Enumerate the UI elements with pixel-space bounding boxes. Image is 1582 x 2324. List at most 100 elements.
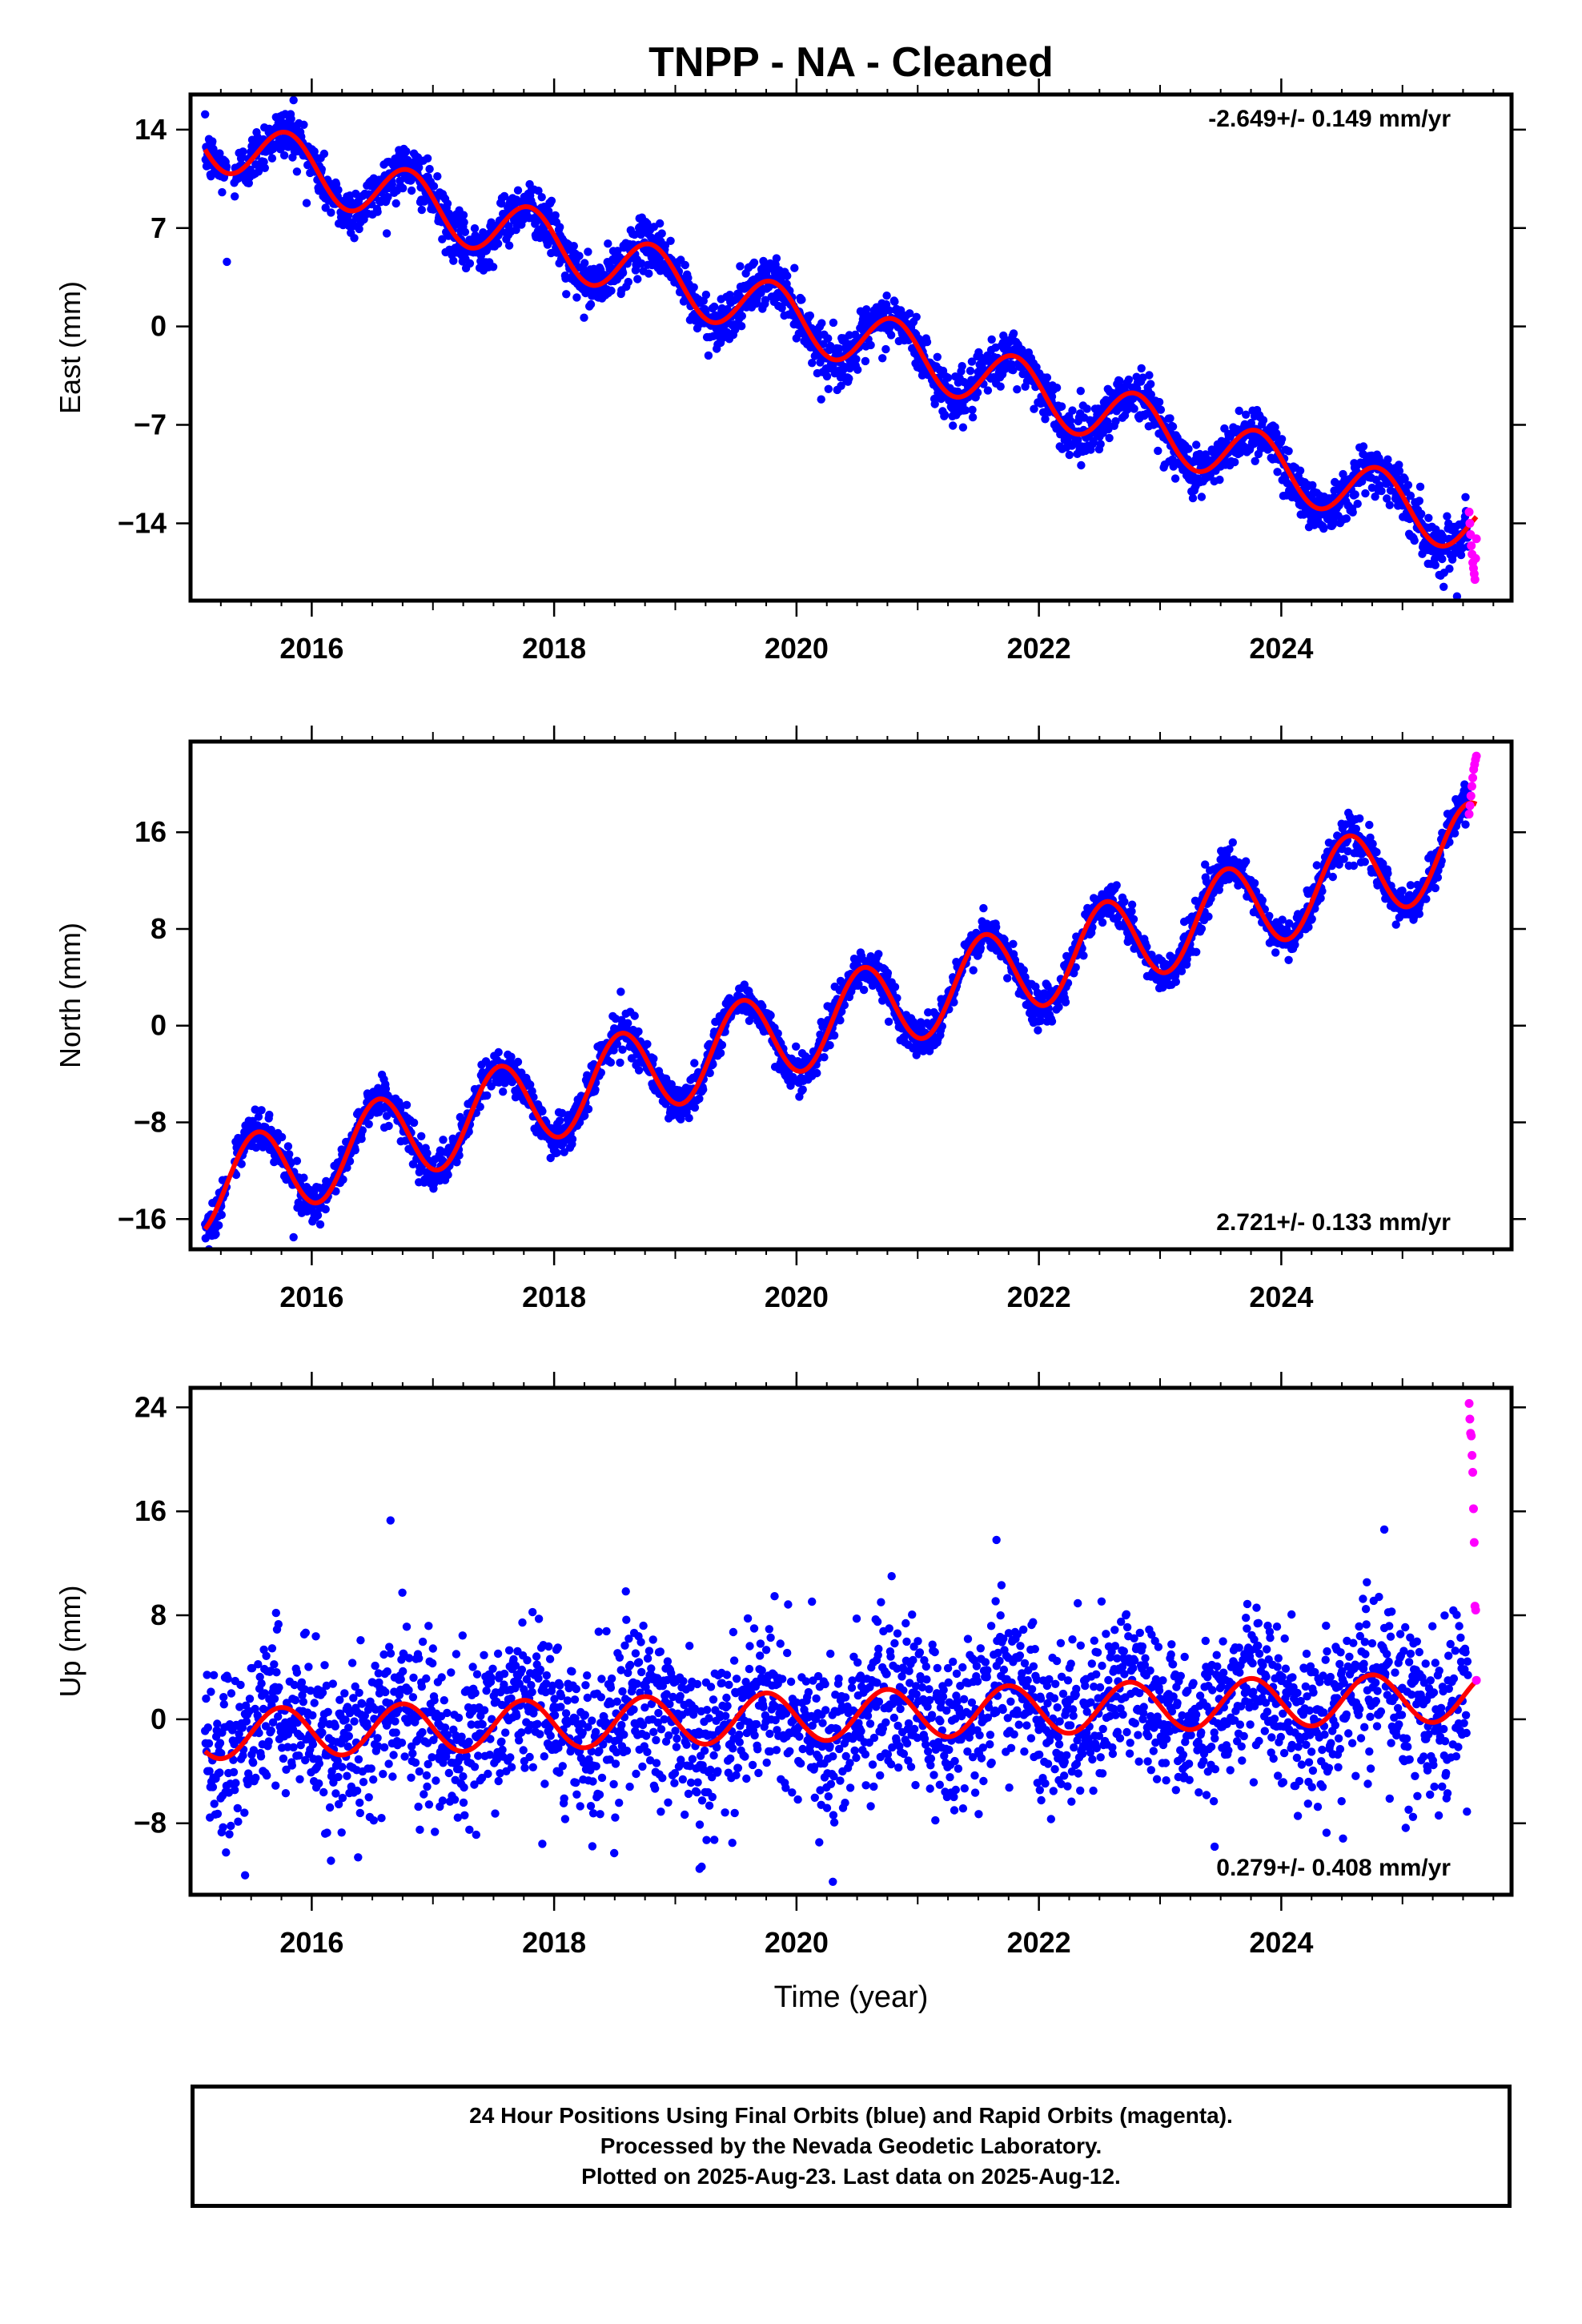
data-point — [1057, 402, 1066, 411]
data-point — [591, 1085, 600, 1095]
data-point — [1105, 433, 1114, 443]
data-point — [607, 286, 616, 296]
rapid-point — [1472, 534, 1481, 544]
data-point — [292, 1156, 302, 1165]
data-point — [345, 1156, 355, 1166]
data-point — [513, 1057, 523, 1067]
data-point — [265, 1110, 274, 1120]
data-point — [1395, 460, 1403, 469]
data-point — [1361, 489, 1370, 498]
data-point — [1052, 384, 1062, 392]
data-point — [1348, 508, 1357, 517]
data-point — [837, 1007, 846, 1016]
data-point — [818, 340, 828, 348]
data-point — [1359, 442, 1368, 451]
outlier-point — [1452, 592, 1462, 601]
data-point — [409, 1118, 419, 1128]
data-point — [493, 239, 503, 248]
data-point — [1250, 879, 1259, 888]
data-point — [417, 1132, 426, 1141]
data-point — [402, 1100, 412, 1110]
data-point — [1445, 565, 1454, 573]
data-point — [736, 262, 745, 271]
data-point — [808, 359, 817, 368]
data-point — [878, 354, 887, 363]
data-point — [783, 271, 792, 280]
data-point — [315, 1220, 325, 1229]
data-point — [1077, 460, 1086, 470]
data-point — [513, 186, 523, 195]
data-point — [954, 387, 962, 396]
data-point — [357, 1134, 366, 1144]
data-point — [930, 400, 939, 408]
data-point — [1291, 940, 1299, 950]
data-point — [1013, 385, 1022, 394]
data-point — [443, 199, 452, 208]
data-point — [460, 227, 470, 236]
data-point — [1342, 514, 1351, 523]
data-point — [1009, 366, 1018, 375]
data-point — [1410, 536, 1419, 545]
data-point — [1042, 373, 1052, 382]
data-point — [425, 164, 434, 174]
data-point — [737, 312, 746, 320]
data-point — [604, 239, 612, 248]
data-point — [797, 296, 806, 304]
data-point — [350, 234, 359, 243]
data-point — [433, 172, 442, 181]
data-point — [402, 147, 411, 156]
data-point — [382, 229, 391, 238]
data-point — [407, 186, 416, 195]
data-point — [1197, 924, 1207, 934]
data-point — [237, 1160, 246, 1168]
data-point — [560, 1148, 568, 1156]
data-point — [681, 260, 689, 270]
data-point — [1074, 436, 1082, 444]
data-point — [883, 968, 893, 978]
data-point — [231, 1170, 241, 1180]
data-point — [933, 352, 942, 361]
data-point — [1259, 416, 1268, 424]
data-point — [1120, 897, 1129, 907]
data-point — [1251, 456, 1259, 465]
data-point — [526, 1080, 535, 1089]
data-point — [772, 254, 781, 263]
y-tick-label: 14 — [135, 113, 167, 146]
data-point — [690, 1059, 699, 1068]
data-point — [1170, 474, 1180, 483]
data-point — [1295, 466, 1305, 475]
east-frame — [188, 92, 1514, 603]
data-point — [1383, 455, 1392, 464]
data-point — [251, 1143, 261, 1152]
data-point — [1192, 440, 1201, 449]
data-point — [1228, 838, 1238, 847]
data-point — [327, 208, 335, 217]
data-point — [705, 1068, 714, 1078]
data-point — [500, 191, 509, 201]
data-point — [1358, 477, 1367, 486]
data-point — [616, 1058, 624, 1068]
data-point — [643, 219, 652, 228]
data-point — [874, 950, 883, 959]
data-point — [1377, 486, 1386, 496]
data-point — [339, 1175, 347, 1184]
data-point — [1204, 912, 1213, 921]
data-point — [1215, 475, 1224, 485]
data-point — [813, 1068, 821, 1078]
data-point — [618, 268, 628, 277]
data-point — [302, 199, 311, 207]
data-point — [710, 302, 719, 312]
x-tick-label: 2018 — [522, 632, 586, 665]
data-point — [1417, 509, 1426, 518]
data-point — [666, 236, 675, 245]
east-fit-curve — [203, 129, 1479, 549]
data-point — [399, 183, 408, 193]
data-point — [881, 344, 890, 354]
data-point — [1415, 497, 1424, 505]
data-point — [717, 1040, 727, 1050]
data-point — [1367, 483, 1377, 493]
data-point — [387, 180, 396, 189]
data-point — [861, 356, 870, 366]
data-point — [1177, 967, 1186, 975]
